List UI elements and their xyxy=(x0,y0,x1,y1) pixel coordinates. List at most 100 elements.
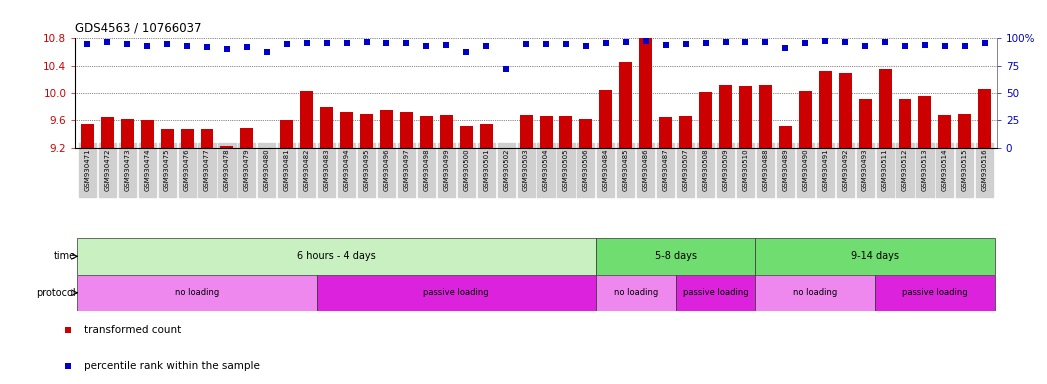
Point xyxy=(977,40,994,46)
Bar xyxy=(719,85,732,148)
Bar xyxy=(599,90,612,148)
Bar xyxy=(201,129,214,148)
Text: passive loading: passive loading xyxy=(903,288,967,297)
Bar xyxy=(360,114,373,148)
Point xyxy=(598,40,615,46)
Point xyxy=(139,43,156,49)
Text: no loading: no loading xyxy=(175,288,219,297)
Text: 5-8 days: 5-8 days xyxy=(654,251,696,262)
Point xyxy=(638,38,654,44)
Point xyxy=(777,45,794,51)
Text: protocol: protocol xyxy=(37,288,75,298)
Bar xyxy=(316,275,596,311)
Point xyxy=(936,43,953,49)
Point xyxy=(318,40,335,46)
Point xyxy=(239,44,255,50)
Bar xyxy=(759,85,772,148)
Point xyxy=(199,44,216,50)
Bar xyxy=(640,35,652,148)
Bar xyxy=(241,128,253,148)
Bar xyxy=(675,275,756,311)
Bar xyxy=(77,275,316,311)
Point xyxy=(757,39,774,45)
Bar xyxy=(340,112,353,148)
Bar xyxy=(596,238,756,275)
Bar xyxy=(819,71,831,148)
Bar xyxy=(221,146,233,148)
Point xyxy=(618,39,634,45)
Bar xyxy=(739,86,752,148)
Point xyxy=(876,39,893,45)
Bar xyxy=(101,117,114,148)
Point xyxy=(697,40,714,46)
Point xyxy=(159,41,176,47)
Point xyxy=(856,43,873,49)
Point xyxy=(438,42,454,48)
Point xyxy=(458,48,474,55)
Point xyxy=(538,41,555,47)
Bar xyxy=(519,115,533,148)
Bar xyxy=(699,93,712,148)
Bar xyxy=(875,275,995,311)
Point xyxy=(477,43,494,49)
Point xyxy=(298,40,315,46)
Bar xyxy=(120,119,134,148)
Point xyxy=(219,46,236,53)
Bar xyxy=(320,107,333,148)
Bar xyxy=(579,119,593,148)
Text: 9-14 days: 9-14 days xyxy=(851,251,899,262)
Bar xyxy=(958,114,972,148)
Bar xyxy=(918,96,932,148)
Point xyxy=(179,43,196,49)
Bar xyxy=(859,99,871,148)
Bar xyxy=(596,275,675,311)
Bar xyxy=(779,126,792,148)
Point xyxy=(279,41,295,47)
Point xyxy=(358,39,375,45)
Bar xyxy=(878,69,892,148)
Point xyxy=(817,38,833,44)
Point xyxy=(916,42,933,48)
Bar xyxy=(539,116,553,148)
Bar xyxy=(559,116,573,148)
Bar xyxy=(160,129,174,148)
Point xyxy=(517,41,534,47)
Point xyxy=(119,41,136,47)
Text: time: time xyxy=(53,251,75,262)
Text: transformed count: transformed count xyxy=(84,325,181,335)
Point xyxy=(259,48,275,55)
Point xyxy=(797,40,814,46)
Point xyxy=(378,40,395,46)
Point xyxy=(578,43,595,49)
Text: passive loading: passive loading xyxy=(683,288,749,297)
Point xyxy=(558,41,575,47)
Point xyxy=(79,41,95,47)
Point xyxy=(658,42,674,48)
Text: GDS4563 / 10766037: GDS4563 / 10766037 xyxy=(75,22,202,35)
Bar xyxy=(281,120,293,148)
Point xyxy=(737,39,754,45)
Bar xyxy=(799,91,811,148)
Bar xyxy=(620,62,632,148)
Point xyxy=(98,39,115,45)
Bar xyxy=(680,116,692,148)
Bar xyxy=(756,238,995,275)
Text: no loading: no loading xyxy=(614,288,658,297)
Point xyxy=(497,66,514,72)
Bar xyxy=(261,148,273,149)
Text: percentile rank within the sample: percentile rank within the sample xyxy=(84,361,260,371)
Bar xyxy=(839,73,851,148)
Bar xyxy=(499,148,513,149)
Text: no loading: no loading xyxy=(794,288,838,297)
Bar xyxy=(81,124,94,148)
Bar xyxy=(938,115,952,148)
Point xyxy=(896,43,913,49)
Text: 6 hours - 4 days: 6 hours - 4 days xyxy=(297,251,376,262)
Bar xyxy=(140,121,154,148)
Bar xyxy=(898,99,912,148)
Bar xyxy=(400,112,413,148)
Point xyxy=(398,40,415,46)
Point xyxy=(677,41,694,47)
Bar xyxy=(460,126,473,148)
Point xyxy=(418,43,435,49)
